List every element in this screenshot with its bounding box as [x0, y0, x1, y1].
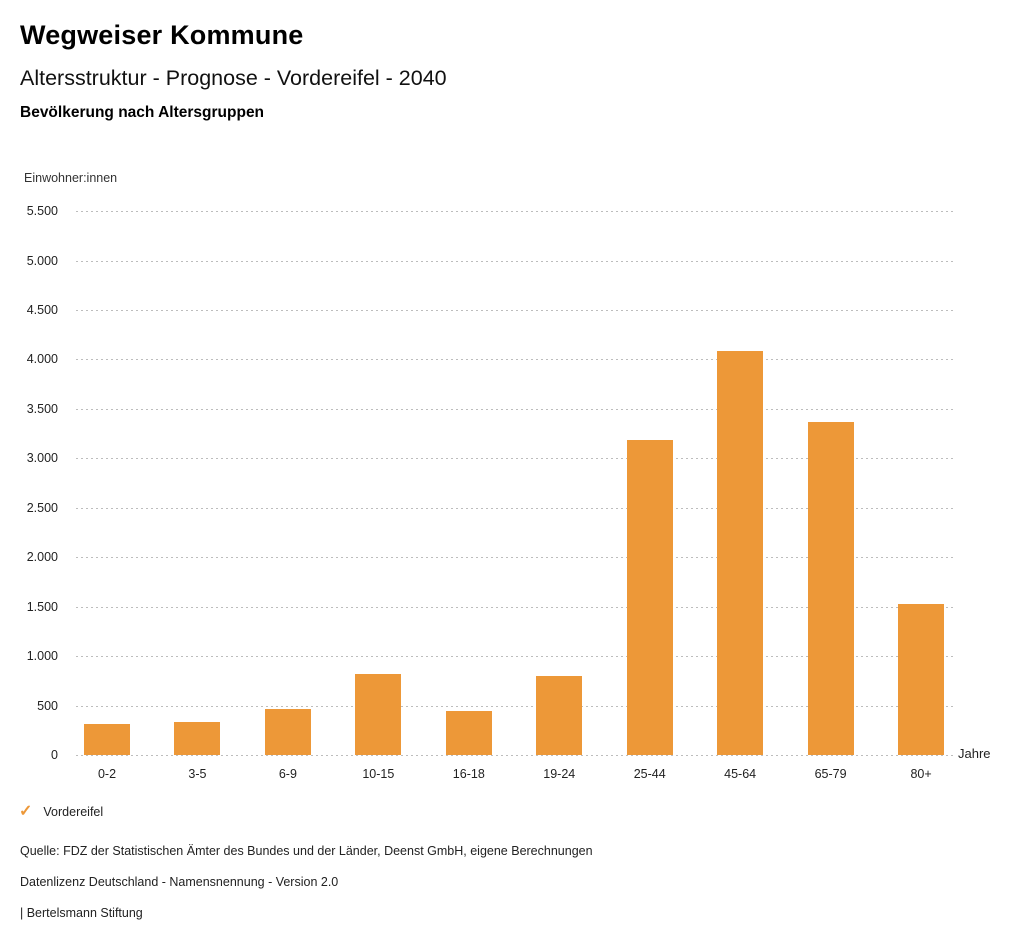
y-tick-label: 2.000 — [26, 550, 58, 565]
y-tick-label: 5.500 — [26, 204, 58, 219]
gridline — [76, 458, 955, 460]
y-tick-label: 1.500 — [26, 599, 58, 614]
source-text: Quelle: FDZ der Statistischen Ämter des … — [20, 844, 593, 858]
check-icon: ✓ — [19, 803, 33, 820]
license-text: Datenlizenz Deutschland - Namensnennung … — [20, 875, 339, 889]
bar-19-24[interactable] — [536, 675, 583, 755]
y-tick-label: 5.000 — [26, 253, 58, 268]
y-axis-unit-label: Einwohner:innen — [24, 171, 118, 185]
bar-6-9[interactable] — [264, 708, 311, 755]
gridline — [76, 359, 955, 361]
bar-25-44[interactable] — [626, 440, 673, 755]
x-tick-label-0-2: 0-2 — [97, 767, 117, 781]
x-axis-label: Jahre — [958, 746, 991, 761]
attribution-text: | Bertelsmann Stiftung — [20, 906, 143, 920]
x-tick-label-19-24: 19-24 — [543, 767, 576, 781]
gridline — [76, 260, 955, 262]
x-tick-label-80+: 80+ — [910, 767, 932, 781]
legend-label: Vordereifel — [43, 805, 104, 819]
x-tick-label-45-64: 45-64 — [724, 767, 757, 781]
y-tick-label: 4.000 — [26, 352, 58, 367]
legend-item-vordereifel[interactable]: ✓ Vordereifel — [19, 803, 103, 821]
chart-subtitle: Altersstruktur - Prognose - Vordereifel … — [20, 66, 447, 90]
y-tick-label: 500 — [37, 698, 58, 713]
x-tick-label-10-15: 10-15 — [362, 767, 395, 781]
bar-45-64[interactable] — [717, 351, 764, 755]
gridline — [76, 408, 955, 410]
bar-0-2[interactable] — [84, 724, 130, 755]
gridline — [76, 309, 955, 311]
bar-3-5[interactable] — [174, 722, 221, 755]
x-tick-label-6-9: 6-9 — [278, 767, 297, 781]
y-tick-label: 1.000 — [26, 649, 58, 664]
bar-16-18[interactable] — [445, 711, 492, 755]
bar-10-15[interactable] — [355, 673, 402, 755]
x-tick-label-25-44: 25-44 — [633, 767, 666, 781]
bar-65-79[interactable] — [807, 421, 854, 755]
y-tick-label: 0 — [51, 748, 58, 762]
y-tick-label: 3.500 — [26, 401, 58, 416]
gridline — [76, 705, 955, 707]
gridline — [76, 656, 955, 658]
chart-heading: Bevölkerung nach Altersgruppen — [20, 104, 265, 121]
gridline — [76, 557, 955, 559]
gridline — [76, 507, 955, 509]
gridline — [76, 606, 955, 608]
gridline — [76, 755, 955, 756]
x-tick-label-3-5: 3-5 — [188, 767, 207, 781]
gridline — [76, 211, 955, 213]
bar-80+[interactable] — [898, 603, 945, 755]
y-tick-label: 4.500 — [26, 302, 58, 317]
y-tick-label: 3.000 — [26, 451, 58, 466]
page-title: Wegweiser Kommune — [20, 20, 304, 50]
y-tick-label: 2.500 — [26, 500, 58, 515]
x-tick-label-16-18: 16-18 — [452, 767, 485, 781]
x-tick-label-65-79: 65-79 — [814, 767, 847, 781]
